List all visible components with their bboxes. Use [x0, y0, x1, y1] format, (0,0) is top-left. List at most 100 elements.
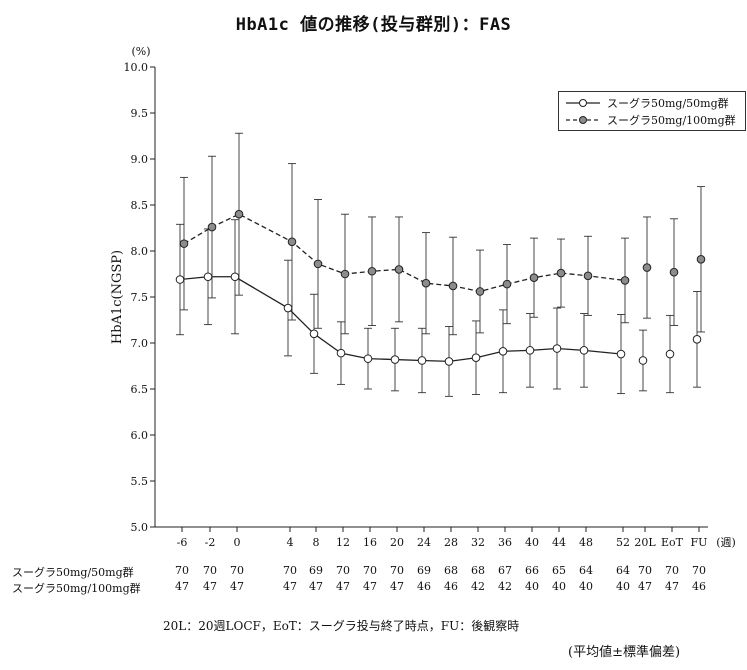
n-value: 47	[665, 580, 679, 593]
x-tick-label: -2	[205, 536, 216, 549]
y-axis-label: HbA1c(NGSP)	[110, 250, 125, 344]
legend-label: スーグラ50mg/100mg群	[607, 114, 736, 127]
n-value: 70	[230, 564, 244, 577]
data-point-50mg-100mg	[475, 287, 485, 296]
n-value: 40	[552, 580, 566, 593]
n-value: 70	[336, 564, 350, 577]
n-value: 46	[417, 580, 431, 593]
data-point-50mg-100mg	[556, 268, 566, 278]
y-tick-label: 10.0	[124, 61, 149, 74]
data-point-50mg-100mg	[234, 209, 244, 219]
n-value: 70	[390, 564, 404, 577]
x-tick-label: 48	[579, 536, 593, 549]
n-value: 69	[309, 564, 323, 577]
n-value: 40	[579, 580, 593, 593]
y-tick-label: 9.0	[131, 153, 149, 166]
line-chart: 5.0 5.5 6.0 6.5 7.0 7.5 8.0 8.5 9.0 9.5 10.0 -6 -2 0 4…	[110, 45, 736, 549]
data-point-50mg-50mg	[283, 303, 293, 313]
n-value: 69	[417, 564, 431, 577]
data-point-50mg-50mg	[525, 346, 535, 355]
data-point-50mg-100mg	[421, 278, 431, 288]
n-value: 68	[471, 564, 485, 577]
y-tick-label: 9.5	[131, 107, 149, 120]
data-point-50mg-50mg	[552, 344, 562, 353]
data-point-50mg-100mg	[394, 265, 404, 274]
data-point-50mg-100mg	[367, 266, 377, 276]
n-value: 70	[175, 564, 189, 577]
n-value: 47	[638, 580, 652, 593]
n-value: 47	[175, 580, 189, 593]
n-value: 47	[309, 580, 323, 593]
x-tick-label: 28	[444, 536, 458, 549]
data-point-50mg-100mg	[583, 271, 593, 281]
data-point-50mg-100mg	[313, 259, 323, 269]
x-tick-label: 20	[390, 536, 404, 549]
n-value: 47	[230, 580, 244, 593]
data-point-50mg-50mg	[498, 346, 508, 356]
x-tick-label: 52	[616, 536, 630, 549]
n-value: 47	[390, 580, 404, 593]
n-table-label-50mg-100mg: スーグラ50mg/100mg群	[12, 582, 141, 595]
x-tick-label: 32	[471, 536, 485, 549]
x-tick-label: 40	[525, 536, 539, 549]
data-point-50mg-100mg	[620, 276, 630, 285]
x-tick-label: 44	[552, 536, 566, 549]
n-value: 64	[579, 564, 593, 577]
legend-open-marker-icon	[566, 99, 600, 107]
legend-item-50mg-100mg: スーグラ50mg/100mg群	[565, 112, 736, 128]
data-point-50mg-100mg	[669, 267, 679, 277]
data-point-50mg-100mg	[287, 237, 297, 247]
x-tick-label: 36	[498, 536, 512, 549]
n-value: 46	[692, 580, 706, 593]
n-value: 47	[363, 580, 377, 593]
n-value: 42	[498, 580, 512, 593]
x-tick-label: FU	[691, 536, 708, 549]
x-tick-label: 12	[336, 536, 350, 549]
y-tick-label: 6.5	[131, 383, 149, 396]
data-point-50mg-100mg	[502, 279, 512, 289]
data-point-50mg-50mg	[638, 356, 648, 365]
x-tick-label: 24	[417, 536, 431, 549]
legend-label: スーグラ50mg/50mg群	[607, 97, 729, 110]
x-tick-label: -6	[177, 536, 188, 549]
y-tick-label: 5.0	[131, 521, 149, 534]
n-value: 70	[363, 564, 377, 577]
data-point-50mg-50mg	[175, 275, 185, 284]
data-point-50mg-100mg	[207, 222, 217, 232]
x-tick-label: 8	[313, 536, 320, 549]
chart-title: HbA1c 値の推移(投与群別)：FAS	[235, 15, 512, 35]
legend: スーグラ50mg/50mg群 スーグラ50mg/100mg群	[558, 91, 746, 131]
n-value: 70	[638, 564, 652, 577]
n-value: 47	[283, 580, 297, 593]
n-value: 65	[552, 564, 566, 577]
n-value: 47	[336, 580, 350, 593]
data-point-50mg-50mg	[444, 357, 454, 366]
data-point-50mg-50mg	[203, 272, 213, 282]
n-value: 47	[203, 580, 217, 593]
y-tick-label: 6.0	[131, 429, 149, 442]
data-point-50mg-100mg	[448, 281, 458, 291]
y-tick-label: 8.0	[131, 245, 149, 258]
data-point-50mg-50mg	[692, 335, 702, 344]
n-value: 70	[692, 564, 706, 577]
n-value: 70	[203, 564, 217, 577]
y-tick-label: 5.5	[131, 475, 149, 488]
n-value: 40	[616, 580, 630, 593]
n-value: 66	[525, 564, 539, 577]
data-point-50mg-50mg	[579, 346, 589, 355]
n-value: 42	[471, 580, 485, 593]
data-point-50mg-50mg	[390, 355, 400, 364]
n-value: 70	[283, 564, 297, 577]
x-tick-label: 4	[287, 536, 294, 549]
legend-filled-marker-icon	[566, 116, 600, 124]
stat-note: (平均値±標準偏差)	[568, 645, 681, 660]
data-point-50mg-100mg	[642, 263, 652, 272]
footnote: 20L：20週LOCF，EoT：スーグラ投与終了時点，FU：後観察時	[163, 619, 520, 633]
n-value: 68	[444, 564, 458, 577]
y-tick-label: 8.5	[131, 199, 149, 212]
x-unit-label: (週)	[716, 536, 736, 549]
x-tick-label: 0	[234, 536, 241, 549]
data-point-50mg-100mg	[340, 269, 350, 279]
n-value: 67	[498, 564, 512, 577]
y-tick-label: 7.0	[131, 337, 149, 350]
